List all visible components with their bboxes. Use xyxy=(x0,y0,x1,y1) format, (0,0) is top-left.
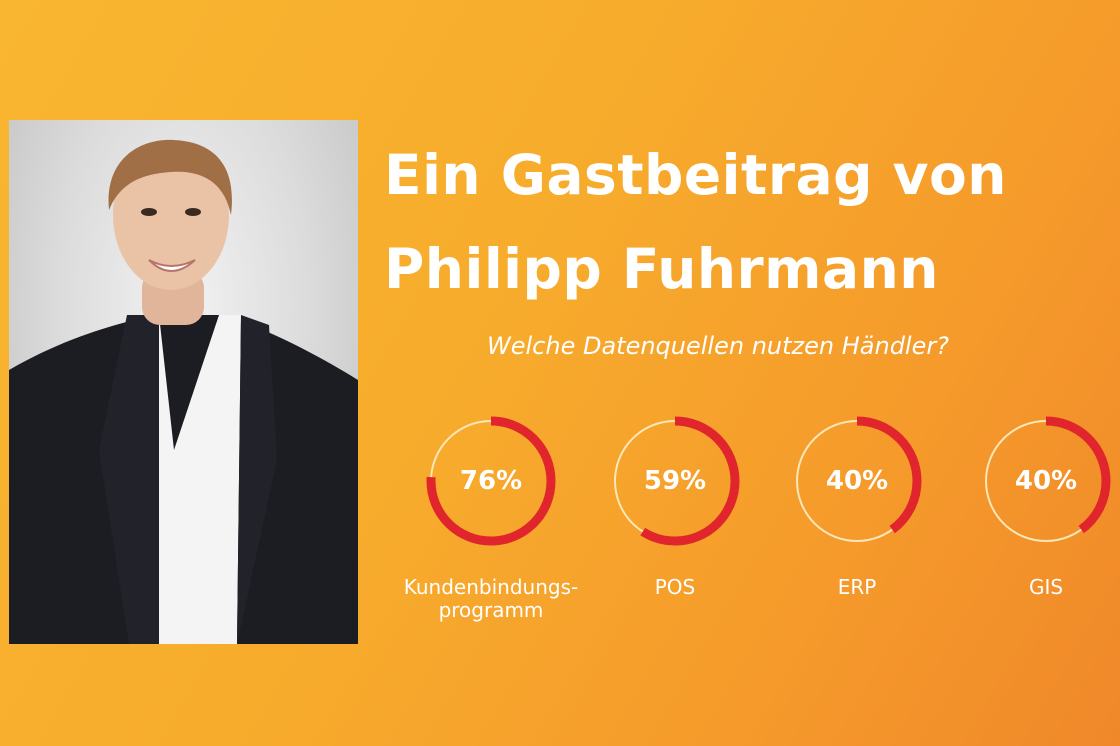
donut-label-1-line-1: Kundenbindungs- xyxy=(403,575,579,599)
donut-arc-2 xyxy=(610,416,740,546)
headline: Ein Gastbeitrag von Philipp Fuhrmann xyxy=(384,128,1114,316)
donut-label-1: Kundenbindungs- programm xyxy=(381,576,601,622)
donut-label-1-line-2: programm xyxy=(438,598,544,622)
headline-line-1: Ein Gastbeitrag von xyxy=(384,143,1007,207)
donut-chart-4: 40% xyxy=(979,414,1113,548)
donut-label-4: GIS xyxy=(936,576,1120,599)
author-photo xyxy=(9,120,358,644)
headline-line-2: Philipp Fuhrmann xyxy=(384,237,939,301)
donut-label-2-line-1: POS xyxy=(654,575,696,599)
donut-arc-4 xyxy=(981,416,1111,546)
donut-label-2: POS xyxy=(565,576,785,599)
donut-label-4-line-1: GIS xyxy=(1028,575,1064,599)
donut-value-2: 59% xyxy=(643,466,707,496)
donut-chart-1: 76% xyxy=(424,414,558,548)
donut-arc-3 xyxy=(792,416,922,546)
portrait-illustration xyxy=(9,139,358,644)
donut-chart-2: 59% xyxy=(608,414,742,548)
donut-arc-1 xyxy=(426,416,556,546)
donut-value-1: 76% xyxy=(459,466,523,496)
donut-label-3-line-1: ERP xyxy=(837,575,877,599)
donut-value-4: 40% xyxy=(1014,466,1078,496)
donut-label-3: ERP xyxy=(747,576,967,599)
chart-subtitle: Welche Datenquellen nutzen Händler? xyxy=(487,332,949,360)
donut-value-3: 40% xyxy=(825,466,889,496)
donut-chart-3: 40% xyxy=(790,414,924,548)
